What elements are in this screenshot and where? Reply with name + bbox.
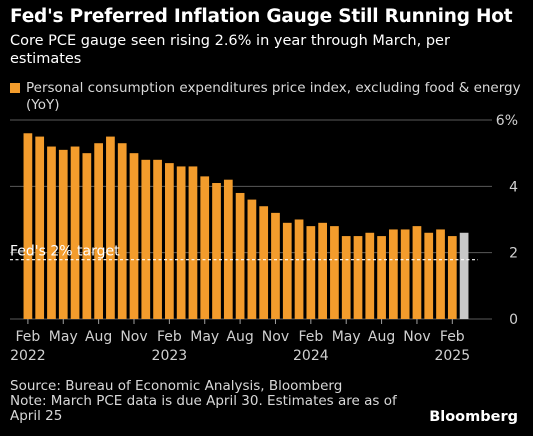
- legend-swatch: [10, 83, 20, 93]
- bar: [271, 212, 280, 319]
- chart-title: Fed's Preferred Inflation Gauge Still Ru…: [10, 6, 513, 27]
- footer: Source: Bureau of Economic Analysis, Blo…: [10, 379, 410, 424]
- x-tick-label: Nov: [403, 329, 430, 345]
- bar: [58, 149, 68, 319]
- x-year-label: 2023: [152, 348, 188, 364]
- legend-label: Personal consumption expenditures price …: [26, 80, 521, 113]
- y-tick-label: 0: [509, 312, 518, 328]
- x-tick-label: Aug: [85, 329, 112, 345]
- bar: [188, 166, 198, 319]
- bar: [247, 199, 257, 319]
- bar: [200, 176, 210, 319]
- y-tick-label: 6%: [496, 113, 518, 129]
- bloomberg-logo: Bloomberg: [429, 409, 518, 425]
- bar: [353, 236, 363, 319]
- bar: [23, 133, 33, 319]
- bar: [330, 226, 339, 319]
- x-year-label: 2024: [293, 348, 329, 364]
- x-tick-label: Aug: [226, 329, 253, 345]
- bar: [447, 236, 457, 319]
- x-tick-label: May: [190, 329, 219, 345]
- bar: [129, 153, 139, 319]
- bar: [341, 236, 351, 319]
- bar: [153, 159, 162, 319]
- bar: [35, 136, 45, 319]
- y-tick-label: 2: [509, 246, 518, 262]
- bar: [70, 146, 80, 319]
- y-tick-label: 4: [509, 179, 518, 195]
- source-note: Source: Bureau of Economic Analysis, Blo…: [10, 378, 343, 394]
- bar: [400, 229, 410, 319]
- bar: [82, 153, 92, 319]
- target-line-label: Fed's 2% target: [10, 244, 120, 260]
- x-tick-label: Nov: [262, 329, 289, 345]
- bar: [223, 179, 233, 319]
- x-tick-label: Feb: [157, 329, 182, 345]
- x-tick-label: Nov: [120, 329, 147, 345]
- estimate-note: Note: March PCE data is due April 30. Es…: [10, 393, 397, 424]
- bar: [318, 222, 327, 319]
- bar: [235, 192, 245, 319]
- bar: [306, 226, 316, 319]
- bar: [106, 136, 115, 319]
- bar: [47, 146, 56, 319]
- x-tick-label: May: [49, 329, 78, 345]
- bar: [389, 229, 398, 319]
- x-tick-label: Feb: [15, 329, 40, 345]
- x-tick-label: Aug: [368, 329, 395, 345]
- x-year-label: 2022: [10, 348, 46, 364]
- estimate-bar: [459, 232, 469, 319]
- bar: [294, 219, 304, 319]
- bar: [436, 229, 445, 319]
- bar: [424, 232, 434, 319]
- bar: [377, 236, 386, 319]
- x-year-label: 2025: [434, 348, 470, 364]
- legend: Personal consumption expenditures price …: [10, 80, 525, 114]
- bar: [165, 163, 174, 319]
- bar: [176, 166, 186, 319]
- bar: [365, 232, 375, 319]
- x-tick-label: May: [332, 329, 361, 345]
- bar: [117, 143, 127, 319]
- bar: [212, 183, 221, 319]
- bar: [141, 159, 151, 319]
- bar: [412, 226, 422, 319]
- bar: [94, 143, 103, 319]
- bar: [282, 222, 292, 319]
- bar: [259, 206, 269, 319]
- chart-subtitle: Core PCE gauge seen rising 2.6% in year …: [10, 33, 450, 67]
- x-tick-label: Feb: [440, 329, 465, 345]
- x-tick-label: Feb: [298, 329, 323, 345]
